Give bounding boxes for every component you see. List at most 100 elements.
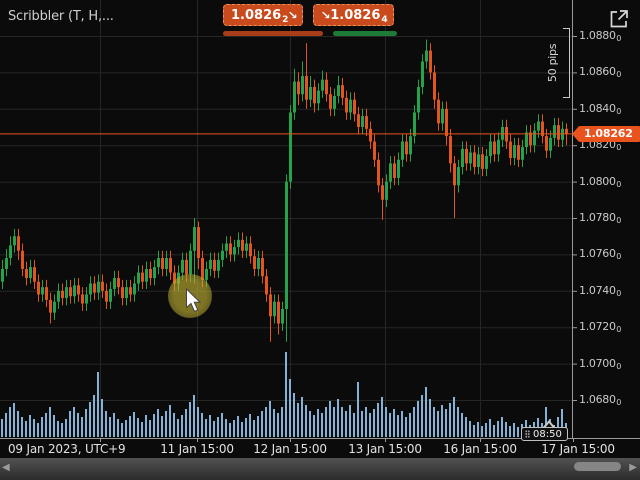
candle-body [273,301,276,317]
scrollbar-thumb[interactable] [574,462,621,471]
volume-bar [409,413,411,437]
volume-bar [177,419,179,437]
scroll-right-button[interactable]: ▶ [629,462,637,473]
price-tick-label: 1.08400 [579,101,621,116]
price-axis[interactable]: 1.08800 1.08600 1.08400 1.08200 1.08000 1.078… [573,0,640,438]
candle-body [245,243,248,251]
volume-bar [145,415,147,437]
volume-bar [437,411,439,437]
sell-depth-bar [223,31,323,36]
sell-price: 1.08262 [231,7,289,25]
candle-body [253,256,256,269]
candle-body [389,163,392,182]
volume-bar [57,421,59,437]
candle-body [133,283,136,295]
volume-bar [229,423,231,437]
buy-tick-arrow-icon: ↘ [320,8,331,22]
volume-bar [389,413,391,437]
time-tick-label: 13 Jan 15:00 [348,442,422,456]
candle-body [465,148,468,164]
time-axis[interactable]: 09 Jan 2023, UTC+9 11 Jan 15:00 12 Jan 15:… [0,441,640,458]
volume-bar [421,395,423,437]
candle-body [289,112,292,182]
candle-body [33,267,36,282]
candle-body [225,243,228,251]
candle-body [461,148,464,168]
candle-body [329,94,332,109]
candle-body [453,163,456,186]
volume-bar [169,405,171,437]
volume-bar [141,422,143,437]
volume-bar [161,416,163,437]
candle-body [413,112,416,137]
volume-bar [449,403,451,437]
candle-body [441,108,444,124]
buy-price: 1.08264 [330,7,388,25]
candle-body [565,128,568,134]
volume-bar [253,420,255,437]
volume-bar [125,420,127,437]
volume-bar [357,382,359,437]
volume-bar [461,413,463,437]
detach-chart-icon[interactable] [606,6,632,32]
candle-body [393,163,396,178]
candle-body [501,127,504,140]
volume-bar [157,409,159,437]
volume-bar [1,419,3,437]
price-tick-label: 1.08000 [579,174,621,189]
candle-body [513,145,516,158]
volume-bar [333,407,335,437]
volume-bar [33,419,35,437]
candle-body [257,258,260,269]
volume-bar [173,413,175,437]
volume-bar [117,419,119,437]
volume-bar [561,409,563,437]
candle-body [369,128,372,142]
candle-body [1,268,4,282]
candle-body [477,154,480,168]
candle-body [425,50,428,62]
candle-body [285,181,288,309]
price-tick-label: 1.07400 [579,283,621,298]
candle-body [13,236,16,246]
volume-bar [397,415,399,437]
volume-bar [377,403,379,437]
candle-body [445,108,448,137]
candle-body [53,301,56,313]
volume-bar [93,395,95,437]
pips-scale-line [563,28,570,98]
candle-body [77,285,80,295]
volume-bar [441,405,443,437]
volume-bar [45,413,47,437]
volume-bar [17,411,19,437]
volume-bar [309,411,311,437]
candle-body [169,258,172,273]
candle-countdown[interactable]: 08:50 [521,427,568,441]
volume-bar [221,413,223,437]
candle-body [421,61,424,87]
volume-bar [105,411,107,437]
candle-body [85,294,88,304]
volume-bar [193,395,195,437]
chart-title: Scribbler (T, H,... [8,9,114,24]
volume-bar [233,420,235,437]
volume-bar [393,409,395,437]
scroll-left-button[interactable]: ◀ [2,462,10,473]
buy-button[interactable]: ↘ 1.08264 [313,4,394,26]
volume-bar [269,401,271,437]
time-tick-label: 16 Jan 15:00 [443,442,517,456]
price-tick-label: 1.07800 [579,211,621,225]
price-tick-label: 1.07600 [579,247,621,262]
volume-bar [9,407,11,437]
pips-scale-label: 50 pips [546,43,559,83]
volume-bar [37,423,39,437]
candle-body [417,86,420,113]
candle-body [349,99,352,113]
sell-button[interactable]: 1.08262 ↘ [223,4,303,26]
candle-body [157,258,160,268]
candle-body [313,86,316,104]
volume-bar [225,419,227,437]
volume-bar [189,402,191,437]
price-tick-label: 1.07000 [579,356,621,371]
